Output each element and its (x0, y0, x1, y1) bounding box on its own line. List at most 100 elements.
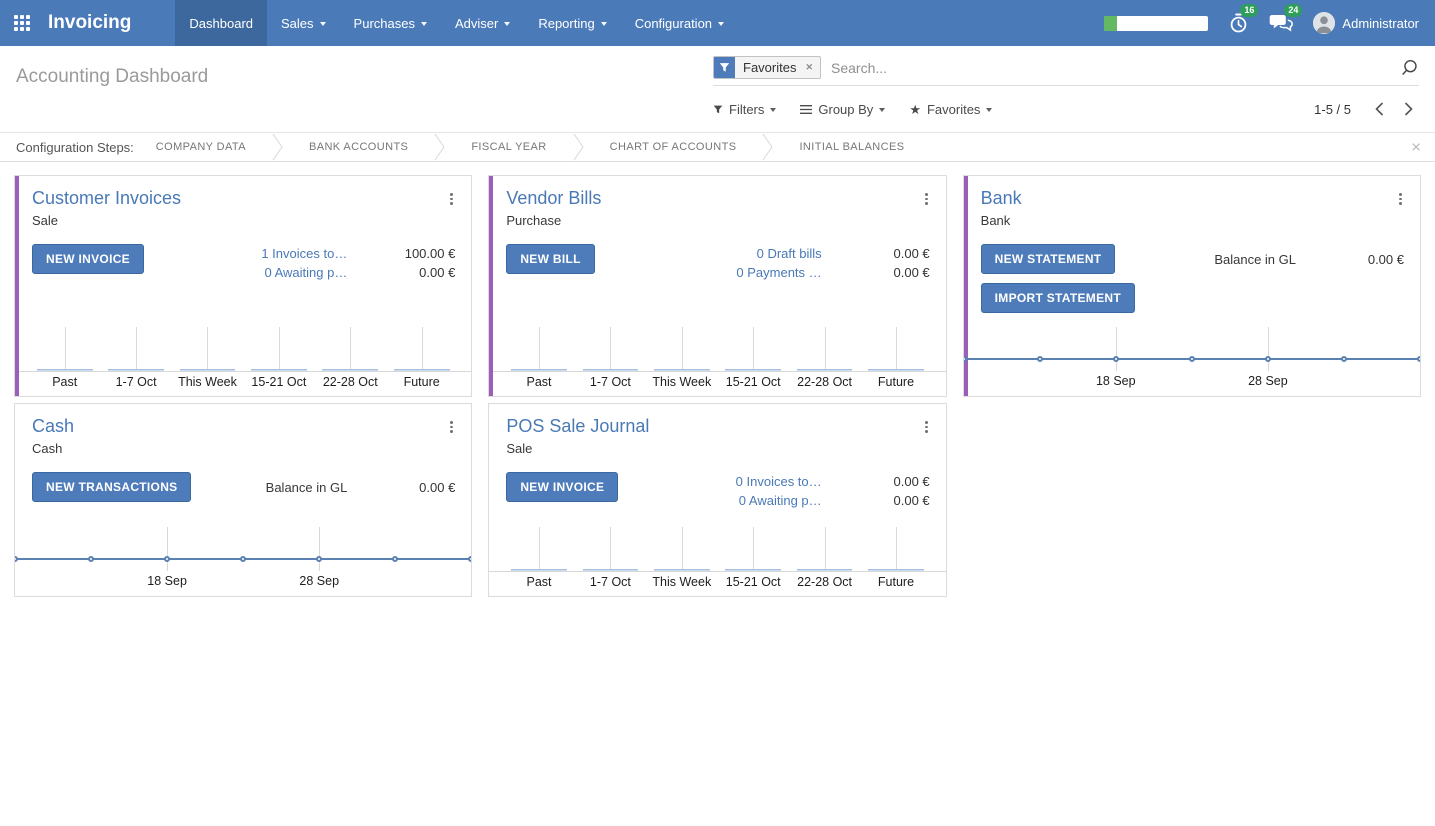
filters-button[interactable]: Filters (713, 102, 777, 117)
bar (511, 369, 567, 371)
card-link[interactable]: 0 Draft bills (756, 246, 822, 261)
tick-line (895, 327, 897, 371)
config-step-initial-balances[interactable]: INITIAL BALANCES (799, 141, 905, 153)
axis-label: 15-21 Oct (725, 575, 781, 589)
search-input[interactable] (821, 59, 1394, 76)
pager-next-button[interactable] (1398, 99, 1419, 119)
card-amount: 0.00 € (893, 265, 930, 280)
card-color-stripe (489, 176, 494, 396)
journal-card-cash: Cash Cash NEW TRANSACTIONS Balance in GL 0.0… (14, 403, 473, 597)
config-steps-list: COMPANY DATA BANK ACCOUNTS FISCAL YEAR CHAR… (156, 133, 931, 161)
chevron-down-icon (879, 108, 886, 112)
axis-label: Past (52, 375, 78, 389)
card-title[interactable]: Customer Invoices (32, 188, 182, 208)
app-brand[interactable]: Invoicing (44, 0, 145, 46)
card-title[interactable]: Cash (32, 416, 75, 436)
dashboard-content: Customer Invoices Sale NEW INVOICE 1 Invoic… (0, 162, 1435, 610)
kebab-menu-icon[interactable] (1393, 188, 1408, 210)
bar (725, 569, 782, 571)
menu-item-purchases[interactable]: Purchases (340, 0, 441, 46)
card-title[interactable]: Vendor Bills (506, 188, 602, 208)
apps-menu-button[interactable] (0, 0, 44, 46)
bar (796, 569, 853, 571)
axis-label: 18 Sep (147, 574, 187, 588)
menu-item-adviser[interactable]: Adviser (441, 0, 524, 46)
menu-item-sales[interactable]: Sales (267, 0, 340, 46)
card-link[interactable]: 0 Payments … (736, 265, 822, 280)
favorites-button[interactable]: ★ Favorites (909, 101, 993, 117)
data-point (164, 556, 171, 562)
card-amount: 0.00 € (1367, 252, 1404, 267)
step-separator-chevron-icon (763, 133, 774, 161)
facet-remove-icon[interactable]: ✕ (804, 57, 821, 78)
tick-line (610, 527, 612, 571)
card-title[interactable]: POS Sale Journal (506, 416, 650, 436)
journal-sparkline: 18 Sep 28 Sep (963, 327, 1420, 392)
menu-item-configuration[interactable]: Configuration (621, 0, 738, 46)
config-step-bank-accounts[interactable]: BANK ACCOUNTS (308, 141, 409, 153)
data-point (240, 556, 247, 562)
favorites-label: Favorites (926, 101, 981, 117)
control-panel: Accounting Dashboard Favorites ✕ Filte (0, 46, 1435, 132)
card-subtitle: Bank (980, 213, 1011, 228)
card-link[interactable]: 0 Invoices to… (735, 474, 822, 489)
chevron-left-icon (1375, 102, 1384, 116)
new-invoice-button[interactable]: NEW INVOICE (506, 472, 619, 502)
user-name: Administrator (1342, 15, 1419, 31)
card-link[interactable]: 0 Awaiting p… (264, 265, 348, 280)
pager-range[interactable]: 1-5 / 5 (1314, 101, 1351, 117)
new-bill-button[interactable]: NEW BILL (506, 244, 595, 274)
activities-button[interactable]: 16 (1228, 4, 1259, 34)
menu-item-reporting[interactable]: Reporting (524, 0, 620, 46)
journal-sparkline: Past 1-7 Oct This Week 15-21 Oct 22-28 Oct Fu… (489, 527, 946, 592)
pager-previous-button[interactable] (1369, 99, 1390, 119)
config-step-company-data[interactable]: COMPANY DATA (155, 141, 246, 153)
cards-grid: Customer Invoices Sale NEW INVOICE 1 Invoic… (14, 175, 1421, 597)
axis-label: Future (877, 575, 915, 589)
group-by-button[interactable]: Group By (800, 102, 886, 117)
card-subtitle: Sale (506, 441, 533, 456)
messages-button[interactable]: 24 (1269, 4, 1303, 34)
search-facet[interactable]: Favorites ✕ (713, 56, 822, 79)
import-statement-button[interactable]: IMPORT STATEMENT (980, 283, 1136, 313)
grid-line (1115, 327, 1117, 371)
search-icon[interactable] (1394, 58, 1419, 77)
pager: 1-5 / 5 (1314, 99, 1419, 119)
chevron-down-icon (718, 22, 725, 26)
card-link[interactable]: 1 Invoices to… (261, 246, 348, 261)
facet-label: Favorites (735, 57, 805, 78)
new-statement-button[interactable]: NEW STATEMENT (980, 244, 1116, 274)
kebab-menu-icon[interactable] (919, 188, 934, 210)
star-icon: ★ (909, 101, 921, 117)
config-step-fiscal-year[interactable]: FISCAL YEAR (471, 141, 547, 153)
card-color-stripe (15, 176, 19, 396)
axis-label: Future (403, 375, 440, 389)
data-point (1340, 356, 1347, 362)
data-point (15, 556, 18, 562)
card-amount: 0.00 € (893, 493, 930, 508)
journal-card-bank: Bank Bank NEW STATEMENT IMPORT STATEMENT Bal… (962, 175, 1421, 397)
axis-label: This Week (652, 575, 712, 589)
kebab-menu-icon[interactable] (444, 188, 459, 210)
card-link[interactable]: 0 Awaiting p… (738, 493, 822, 508)
grid-line (167, 527, 169, 571)
top-navbar: Invoicing Dashboard Sales Purchases Adviser… (0, 0, 1435, 46)
new-transactions-button[interactable]: NEW TRANSACTIONS (32, 472, 192, 502)
tick-line (421, 327, 423, 371)
menu-item-dashboard[interactable]: Dashboard (175, 0, 268, 46)
card-amount: 100.00 € (404, 246, 456, 261)
banner-close-icon[interactable]: × (1411, 137, 1421, 157)
axis-label: This Week (178, 375, 237, 389)
new-invoice-button[interactable]: NEW INVOICE (32, 244, 144, 274)
card-color-stripe (963, 176, 968, 396)
kebab-menu-icon[interactable] (444, 416, 459, 438)
config-step-chart-of-accounts[interactable]: CHART OF ACCOUNTS (609, 141, 737, 153)
menu-item-label: Purchases (353, 15, 415, 31)
kebab-menu-icon[interactable] (919, 416, 934, 438)
tick-line (539, 327, 541, 371)
user-menu[interactable]: Administrator (1313, 12, 1419, 34)
card-title[interactable]: Bank (980, 188, 1022, 208)
data-point (392, 556, 399, 562)
menu-item-label: Adviser (454, 15, 499, 31)
bar (868, 369, 924, 371)
